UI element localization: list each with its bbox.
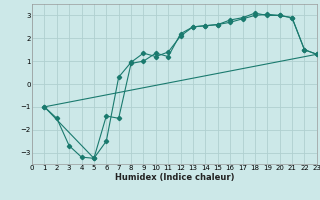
X-axis label: Humidex (Indice chaleur): Humidex (Indice chaleur) [115, 173, 234, 182]
